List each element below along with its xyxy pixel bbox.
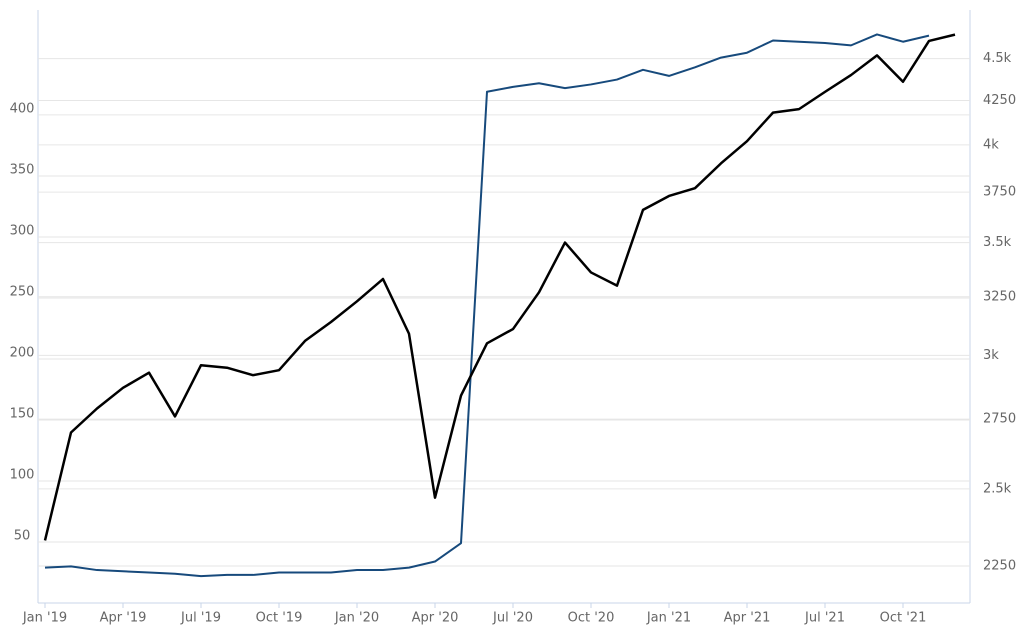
y2-tick-label: 2750 [983,412,1016,427]
x-tick-label: Jan '21 [646,611,691,626]
x-tick-label: Oct '20 [568,611,615,626]
x-tick-label: Apr '19 [100,611,147,626]
y-tick-label: 400 [10,101,35,116]
y2-tick-label: 3.5k [983,235,1012,250]
y2-tick-label: 2.5k [983,481,1012,496]
y-tick-label: 200 [10,345,35,360]
y-tick-label: 100 [10,467,35,482]
x-tick-label: Oct '19 [256,611,303,626]
x-tick-label: Jul '20 [492,611,533,626]
x-tick-label: Jul '19 [180,611,221,626]
y2-tick-label: 4250 [983,93,1016,108]
x-tick-label: Jul '21 [804,611,845,626]
series-line [43,33,956,541]
y2-tick-label: 3k [983,348,999,363]
y-tick-label: 300 [10,223,35,238]
series-line [44,33,930,578]
x-tick-label: Jan '20 [334,611,379,626]
y2-tick-label: 4.5k [983,51,1012,66]
y-tick-label: 350 [10,162,35,177]
y2-tick-label: 4k [983,137,999,152]
y2-tick-label: 3750 [983,185,1016,200]
x-tick-label: Apr '21 [724,611,771,626]
y2-tick-label: 3250 [983,289,1016,304]
y-tick-label: 150 [10,406,35,421]
y-tick-label: 250 [10,284,35,299]
x-tick-label: Jan '19 [22,611,67,626]
x-tick-label: Apr '20 [412,611,459,626]
x-tick-label: Oct '21 [880,611,927,626]
y-tick-label: 50 [14,528,31,543]
y2-tick-label: 2250 [983,558,1016,573]
